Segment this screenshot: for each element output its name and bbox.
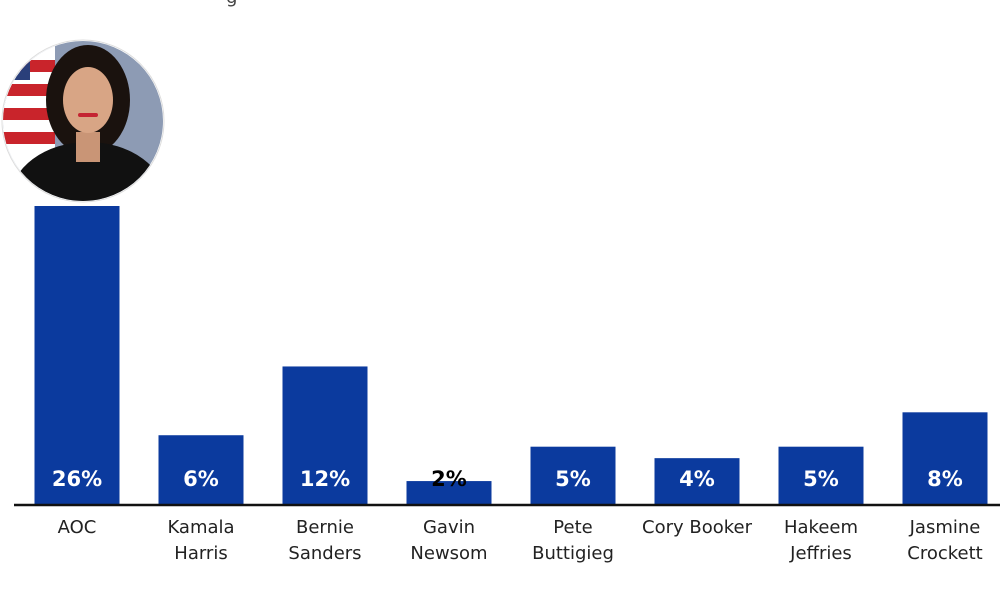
category-label-6-line-1: Jeffries bbox=[789, 543, 852, 564]
category-label-2-line-1: Sanders bbox=[288, 543, 361, 564]
value-label-1: 6% bbox=[183, 467, 219, 491]
category-label-0: AOC bbox=[58, 517, 97, 538]
bar-5 bbox=[654, 458, 740, 504]
category-label-3-line-1: Newsom bbox=[410, 543, 487, 564]
value-label-3: 2% bbox=[431, 467, 467, 491]
bar-1 bbox=[158, 435, 244, 504]
bar-7 bbox=[902, 412, 988, 504]
portrait-avatar bbox=[1, 39, 165, 203]
category-label-2-line-0: Bernie bbox=[296, 517, 354, 538]
value-label-7: 8% bbox=[927, 467, 963, 491]
bar-3 bbox=[406, 481, 492, 504]
category-labels-group: AOC Kamala Harris Bernie Sanders Gavin Newsom P… bbox=[58, 517, 983, 564]
bar-6 bbox=[778, 446, 864, 504]
value-label-4: 5% bbox=[555, 467, 591, 491]
category-label-4-line-1: Buttigieg bbox=[532, 543, 614, 564]
bar-2 bbox=[282, 366, 368, 504]
category-label-7-line-0: Jasmine bbox=[909, 517, 981, 538]
bar-4 bbox=[530, 446, 616, 504]
bars-group bbox=[34, 206, 988, 504]
category-label-1-line-1: Harris bbox=[174, 543, 227, 564]
title-fragment: g bbox=[226, 0, 237, 8]
value-label-0: 26% bbox=[52, 467, 102, 491]
value-label-2: 12% bbox=[300, 467, 350, 491]
category-label-5: Cory Booker bbox=[642, 517, 753, 538]
value-labels-group: 26% 6% 12% 2% 5% 4% 5% 8% bbox=[52, 467, 963, 491]
category-label-7-line-1: Crockett bbox=[907, 543, 982, 564]
category-label-6-line-0: Hakeem bbox=[784, 517, 858, 538]
category-label-4-line-0: Pete bbox=[553, 517, 592, 538]
category-label-3-line-0: Gavin bbox=[423, 517, 475, 538]
value-label-5: 4% bbox=[679, 467, 715, 491]
bar-0 bbox=[34, 206, 120, 504]
value-label-6: 5% bbox=[803, 467, 839, 491]
category-label-1-line-0: Kamala bbox=[167, 517, 234, 538]
